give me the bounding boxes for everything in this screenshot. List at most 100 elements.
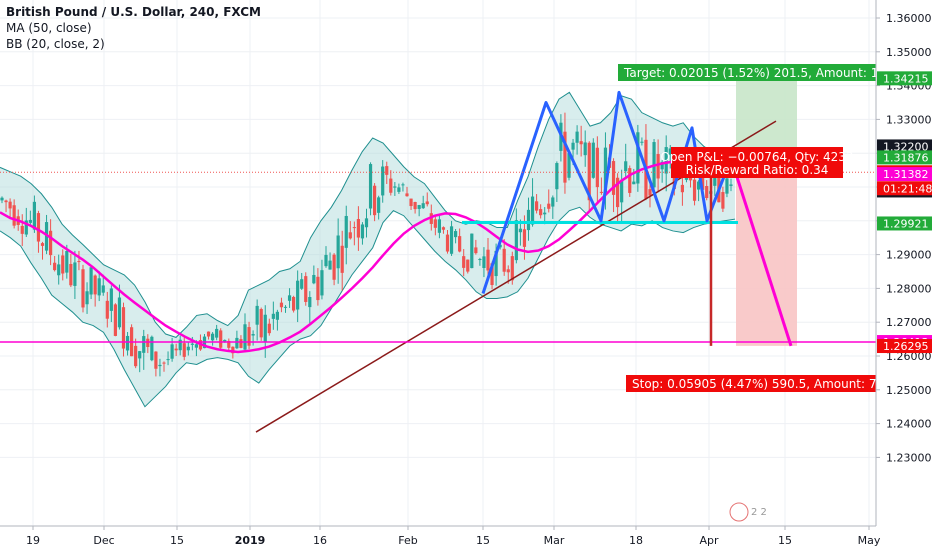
- candle-body: [522, 229, 527, 247]
- price-tick-label: 1.33000: [886, 113, 932, 126]
- candle-body: [247, 327, 251, 346]
- price-tick-label: 1.26000: [886, 350, 932, 363]
- candle-body: [579, 141, 583, 145]
- candle-body: [138, 351, 142, 359]
- price-label: 1.32200: [883, 140, 929, 153]
- candle-body: [304, 276, 308, 302]
- price-label-bg: [877, 139, 932, 154]
- ma-indicator-label[interactable]: MA (50, close): [6, 21, 92, 35]
- candle-body: [680, 184, 684, 193]
- time-tick-label: 2019: [235, 534, 266, 547]
- candle-body: [279, 302, 284, 308]
- candle-body: [243, 324, 247, 350]
- candle-body: [348, 232, 352, 239]
- price-label: 1.34215: [883, 72, 929, 85]
- candle-body: [437, 219, 441, 233]
- price-tick-label: 1.36000: [886, 12, 932, 25]
- time-tick-label: 15: [170, 534, 184, 547]
- candle-body: [591, 142, 595, 178]
- candle-body: [182, 343, 186, 357]
- candle-body: [81, 269, 85, 308]
- price-label: 1.26295: [883, 340, 929, 353]
- countdown-timer: 01:21:48: [883, 182, 932, 195]
- candle-body: [283, 306, 288, 308]
- time-axis[interactable]: 19 Dec 15 2019 16 Feb 15 Mar 18 Apr 15 May: [0, 525, 881, 550]
- candle-body: [535, 201, 539, 211]
- candle-body: [267, 323, 271, 334]
- candle-body: [89, 267, 93, 295]
- candle-body: [502, 248, 506, 272]
- price-axis[interactable]: 1.360001.350001.340001.330001.320001.310…: [875, 0, 932, 550]
- candle-body: [316, 276, 320, 301]
- candle-body: [364, 218, 369, 228]
- candle-body: [425, 201, 429, 205]
- time-tick-label: 15: [778, 534, 792, 547]
- candle-body: [113, 304, 117, 336]
- price-label: 1.31876: [883, 151, 929, 164]
- candle-body: [526, 209, 531, 231]
- candle-body: [259, 309, 263, 338]
- candle-body: [251, 334, 255, 336]
- candle-body: [409, 198, 413, 207]
- pattern-line: [481, 90, 733, 294]
- candle-body: [458, 236, 462, 252]
- candle-body: [336, 235, 340, 269]
- candle-body: [73, 262, 77, 286]
- price-tick-label: 1.27000: [886, 316, 932, 329]
- candle-body: [648, 189, 652, 196]
- candle-body: [109, 288, 113, 311]
- pnl-line-1: Open P&L: −0.00764, Qty: 4233: [660, 150, 853, 164]
- price-label-bg: [877, 71, 932, 86]
- candle-body: [231, 346, 235, 354]
- candle-body: [97, 278, 101, 296]
- candle-body: [377, 197, 381, 213]
- target-label-bg: [618, 64, 876, 81]
- candle-body: [429, 213, 433, 224]
- drawing-overlays: [0, 90, 876, 433]
- time-tick-label: 16: [313, 534, 327, 547]
- candle-body: [117, 297, 122, 328]
- candle-body: [57, 264, 61, 276]
- candle-body: [93, 275, 97, 295]
- pnl-box: [671, 147, 843, 178]
- candle-body: [583, 142, 587, 156]
- candle-body: [628, 168, 632, 193]
- candle-body: [186, 346, 190, 351]
- candle-body: [312, 274, 316, 284]
- time-tick-label: 19: [26, 534, 40, 547]
- candle-body: [352, 227, 356, 229]
- candle-body: [194, 344, 198, 348]
- price-tick-label: 1.23000: [886, 451, 932, 464]
- candle-body: [385, 166, 389, 175]
- candle-body: [563, 131, 567, 183]
- candle-body: [474, 247, 478, 254]
- bb-indicator-label[interactable]: BB (20, close, 2): [6, 37, 105, 51]
- candle-body: [587, 142, 591, 201]
- candle-body: [32, 201, 36, 230]
- candle-body: [373, 185, 377, 216]
- candle-body: [49, 230, 53, 256]
- stop-label-bg: [626, 375, 876, 392]
- stop-label: Stop: 0.05905 (4.47%) 590.5, Amount: 75: [632, 377, 884, 391]
- pnl-line-2: Risk/Reward Ratio: 0.34: [686, 163, 829, 177]
- candle-body: [0, 197, 4, 201]
- candle-body: [620, 179, 624, 203]
- time-tick-label: Apr: [699, 534, 719, 547]
- candle-body: [632, 181, 636, 185]
- candle-body: [320, 270, 324, 296]
- candle-body: [142, 336, 146, 353]
- candle-body: [551, 197, 555, 207]
- bollinger-bands: [0, 91, 736, 408]
- candle-body: [701, 174, 705, 190]
- candle-body: [433, 219, 437, 228]
- candle-body: [85, 291, 89, 305]
- candle-body: [263, 314, 267, 343]
- candle-body: [543, 212, 547, 215]
- price-tick-label: 1.29000: [886, 249, 932, 262]
- candle-body: [494, 250, 498, 277]
- candle-body: [381, 166, 385, 196]
- symbol-title[interactable]: British Pound / U.S. Dollar, 240, FXCM: [6, 5, 261, 19]
- candle-body: [125, 335, 130, 351]
- candle-body: [4, 200, 8, 203]
